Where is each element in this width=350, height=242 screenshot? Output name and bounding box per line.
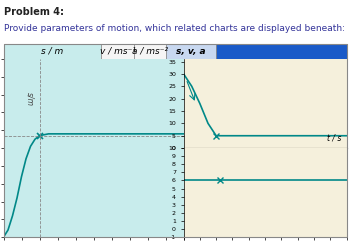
Y-axis label: v/ms⁻¹: v/ms⁻¹: [349, 92, 350, 115]
FancyBboxPatch shape: [4, 44, 101, 59]
FancyBboxPatch shape: [134, 44, 167, 59]
Text: Provide parameters of motion, which related charts are displayed beneath:: Provide parameters of motion, which rela…: [4, 24, 344, 33]
Text: s / m: s / m: [41, 47, 63, 56]
Text: s, v, a: s, v, a: [176, 47, 206, 56]
Text: s/m: s/m: [25, 91, 34, 106]
Text: v / ms⁻¹: v / ms⁻¹: [99, 47, 135, 56]
Text: a / ms⁻²: a / ms⁻²: [132, 47, 168, 56]
Y-axis label: a/ms⁻²: a/ms⁻²: [349, 181, 350, 204]
FancyBboxPatch shape: [167, 44, 216, 59]
FancyBboxPatch shape: [101, 44, 134, 59]
FancyBboxPatch shape: [216, 44, 346, 59]
Text: Problem 4:: Problem 4:: [4, 7, 63, 17]
Text: t / s: t / s: [327, 134, 342, 143]
